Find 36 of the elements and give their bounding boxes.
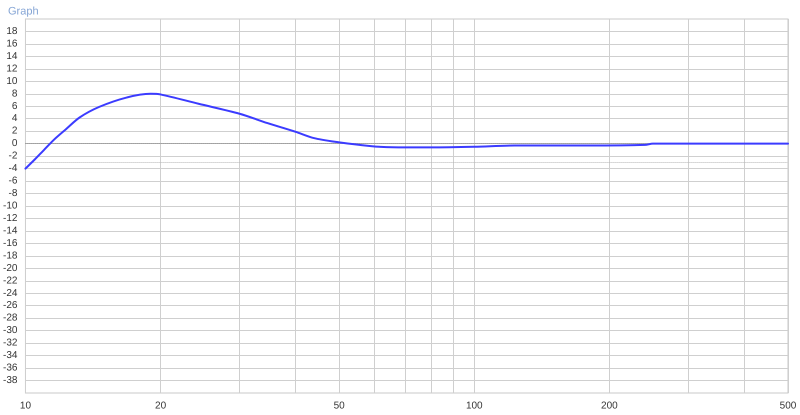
y-tick-label: -28 [3,312,18,324]
y-tick-label: -34 [3,350,18,362]
y-tick-label: 14 [6,50,18,62]
y-tick-label: 16 [6,38,18,50]
y-tick-label: 8 [12,88,18,100]
x-tick-label: 500 [780,400,797,412]
x-tick-label: 10 [20,400,32,412]
y-tick-label: 4 [12,113,18,124]
y-tick-label: -30 [3,325,18,336]
x-tick-label: 20 [155,400,167,412]
y-tick-label: 10 [6,76,18,87]
y-tick-label: -2 [8,150,18,162]
y-tick-label: -20 [3,262,18,274]
y-tick-label: 0 [12,138,18,150]
x-tick-label: 50 [334,400,346,412]
y-tick-label: -8 [8,188,18,200]
y-tick-label: -32 [3,338,18,349]
y-tick-label: -12 [3,212,18,224]
y-tick-label: -22 [3,275,18,286]
y-tick-label: -38 [3,375,18,386]
x-tick-label: 200 [601,400,618,412]
y-tick-label: -24 [3,288,18,299]
y-tick-label: -26 [3,300,18,312]
chart-title: Graph [8,6,39,18]
y-tick-label: -4 [8,163,18,174]
y-tick-label: 12 [6,63,18,74]
y-tick-label: -16 [3,238,18,249]
y-tick-label: 6 [12,100,18,112]
y-tick-label: -6 [8,176,18,187]
x-tick-label: 100 [466,400,484,412]
y-tick-label: 18 [6,26,18,37]
y-tick-label: -18 [3,250,18,262]
y-tick-label: 2 [12,126,18,137]
y-tick-label: -10 [3,200,18,212]
y-tick-label: -36 [3,362,18,374]
y-tick-label: -14 [3,225,18,236]
